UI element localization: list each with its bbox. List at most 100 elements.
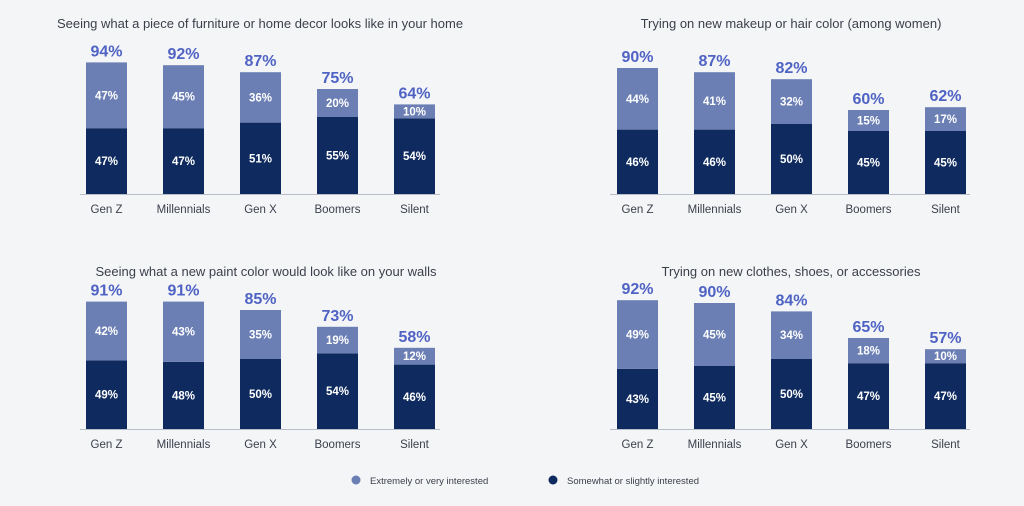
bar-segment-somewhat (86, 360, 127, 429)
bar-segment-extremely (925, 349, 966, 364)
bar-segment-somewhat (771, 359, 812, 429)
bar-segment-extremely (394, 104, 435, 119)
bar-segment-extremely (240, 72, 281, 123)
data-label-somewhat: 46% (403, 392, 426, 404)
data-label-extremely: 34% (780, 330, 803, 342)
bar-segment-somewhat (694, 129, 735, 194)
data-label-somewhat: 47% (95, 156, 118, 168)
bar-segment-somewhat (925, 131, 966, 194)
data-label-total: 60% (852, 91, 884, 108)
category-label: Silent (400, 204, 430, 216)
bar-segment-somewhat (848, 363, 889, 429)
category-label: Silent (931, 439, 961, 451)
data-label-somewhat: 50% (780, 154, 803, 166)
bar-segment-extremely (163, 301, 204, 362)
data-label-somewhat: 46% (703, 157, 726, 169)
bar-segment-extremely (240, 310, 281, 359)
category-label: Gen Z (91, 439, 123, 451)
data-label-total: 92% (167, 46, 199, 63)
data-label-total: 94% (90, 43, 122, 60)
data-label-total: 91% (167, 283, 199, 300)
data-label-total: 85% (244, 291, 276, 308)
legend-label-somewhat: Somewhat or slightly interested (567, 476, 699, 487)
panel-title: Seeing what a piece of furniture or home… (57, 16, 463, 31)
data-label-extremely: 19% (326, 335, 349, 347)
data-label-extremely: 20% (326, 98, 349, 110)
data-label-total: 91% (90, 283, 122, 300)
bar-segment-extremely (394, 347, 435, 365)
bar-segment-extremely (848, 110, 889, 131)
bar-segment-extremely (694, 72, 735, 130)
category-label: Gen X (244, 204, 277, 216)
category-label: Gen X (244, 439, 277, 451)
chart-panels: 47% 47% 94% Gen Z 47% 45% 92% Millennials 51% 36%… (80, 43, 970, 451)
data-label-extremely: 44% (626, 94, 649, 106)
bar-segment-somewhat (771, 124, 812, 194)
data-label-extremely: 41% (703, 96, 726, 108)
data-label-extremely: 12% (403, 351, 426, 363)
panel-title: Trying on new clothes, shoes, or accesso… (662, 264, 921, 279)
data-label-extremely: 18% (857, 346, 880, 358)
bar-segment-somewhat (86, 128, 127, 194)
bar-segment-extremely (925, 107, 966, 131)
data-label-somewhat: 50% (249, 389, 272, 401)
legend-label-extremely: Extremely or very interested (370, 476, 488, 487)
data-label-extremely: 32% (780, 97, 803, 109)
category-label: Millennials (157, 204, 211, 216)
bar-segment-extremely (771, 79, 812, 124)
bar-segment-extremely (694, 303, 735, 366)
data-label-somewhat: 55% (326, 151, 349, 163)
category-label: Boomers (314, 439, 360, 451)
data-label-extremely: 15% (857, 116, 880, 128)
data-label-total: 90% (621, 49, 653, 66)
panel-title: Seeing what a new paint color would look… (95, 264, 437, 279)
data-label-somewhat: 48% (172, 390, 195, 402)
data-label-total: 75% (321, 70, 353, 87)
category-label: Millennials (688, 439, 742, 451)
category-label: Gen Z (622, 204, 654, 216)
data-label-somewhat: 50% (780, 389, 803, 401)
data-label-extremely: 10% (403, 106, 426, 118)
data-label-extremely: 42% (95, 326, 118, 338)
category-label: Gen X (775, 204, 808, 216)
bar-segment-somewhat (617, 129, 658, 194)
bar-segment-extremely (848, 338, 889, 364)
bar-segment-somewhat (317, 117, 358, 194)
data-label-total: 87% (244, 53, 276, 70)
data-label-somewhat: 47% (934, 391, 957, 403)
category-label: Silent (931, 204, 961, 216)
bar-segment-extremely (617, 68, 658, 130)
data-label-somewhat: 54% (326, 386, 349, 398)
category-label: Silent (400, 439, 430, 451)
data-label-total: 64% (398, 85, 430, 102)
data-label-total: 90% (698, 284, 730, 301)
data-label-total: 65% (852, 319, 884, 336)
data-label-extremely: 43% (172, 327, 195, 339)
data-label-somewhat: 45% (857, 158, 880, 170)
data-label-total: 58% (398, 329, 430, 346)
bar-segment-somewhat (848, 131, 889, 194)
bar-segment-somewhat (394, 364, 435, 429)
data-label-extremely: 45% (703, 330, 726, 342)
legend-swatch-extremely (351, 475, 361, 485)
bar-segment-somewhat (240, 359, 281, 429)
data-label-extremely: 35% (249, 330, 272, 342)
category-label: Boomers (845, 439, 891, 451)
data-label-somewhat: 46% (626, 157, 649, 169)
data-label-somewhat: 43% (626, 394, 649, 406)
data-label-extremely: 10% (934, 351, 957, 363)
category-label: Millennials (688, 204, 742, 216)
category-label: Gen Z (622, 439, 654, 451)
category-label: Millennials (157, 439, 211, 451)
data-label-total: 62% (929, 88, 961, 105)
category-label: Gen Z (91, 204, 123, 216)
data-label-somewhat: 51% (249, 153, 272, 165)
data-label-somewhat: 47% (857, 391, 880, 403)
bar-segment-somewhat (925, 363, 966, 429)
bar-segment-somewhat (163, 361, 204, 429)
data-label-somewhat: 45% (703, 393, 726, 405)
bar-segment-extremely (617, 300, 658, 369)
data-label-total: 84% (775, 292, 807, 309)
